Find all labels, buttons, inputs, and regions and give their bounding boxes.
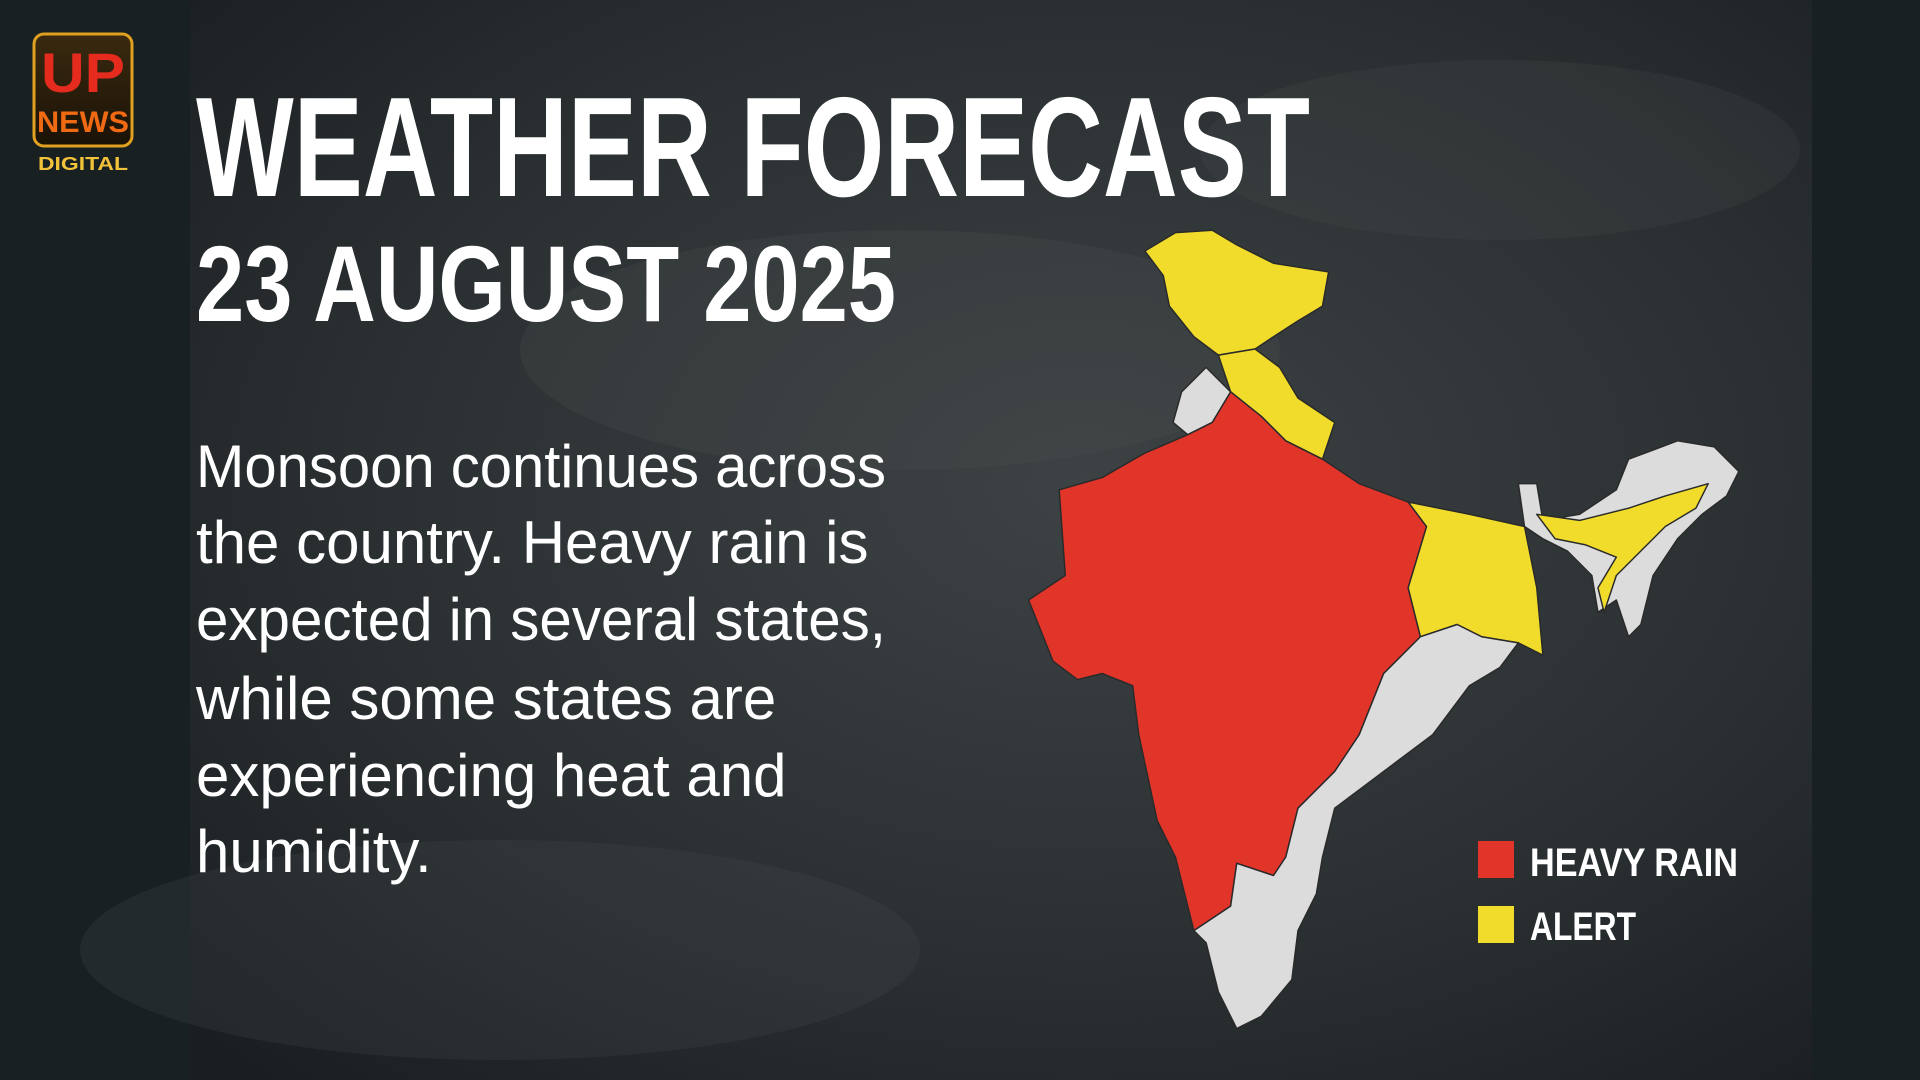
region-neutral [1193,623,1520,1030]
region-alert [1144,229,1330,356]
cloud [1200,60,1800,240]
title: WEATHER FORECAST [196,68,1310,227]
description: Monsoon continues across the country. Hea… [195,433,886,885]
description-line: experiencing heat and [196,742,786,809]
description-line: expected in several states, [196,586,886,653]
description-line: while some states are [195,665,776,732]
cloud [80,840,920,1060]
legend-label: HEAVY RAIN [1530,841,1738,885]
legend: HEAVY RAIN ALERT [1478,841,1738,949]
india-map [1027,229,1740,1030]
logo-up: UP [41,41,125,104]
description-line: the country. Heavy rain is [196,509,869,576]
logo-box [32,32,134,148]
legend-swatch [1478,906,1514,943]
description-line: humidity. [196,818,432,885]
logo: UP NEWS DIGITAL [32,32,134,174]
legend-swatch [1478,841,1514,878]
logo-news: NEWS [37,106,129,139]
legend-label: ALERT [1530,905,1636,949]
cloud [520,230,1280,470]
date: 23 AUGUST 2025 [196,223,896,344]
logo-digital: DIGITAL [38,154,128,174]
description-line: Monsoon continues across [196,433,886,500]
sky-panel [190,0,1812,1080]
region-alert [1536,482,1709,613]
